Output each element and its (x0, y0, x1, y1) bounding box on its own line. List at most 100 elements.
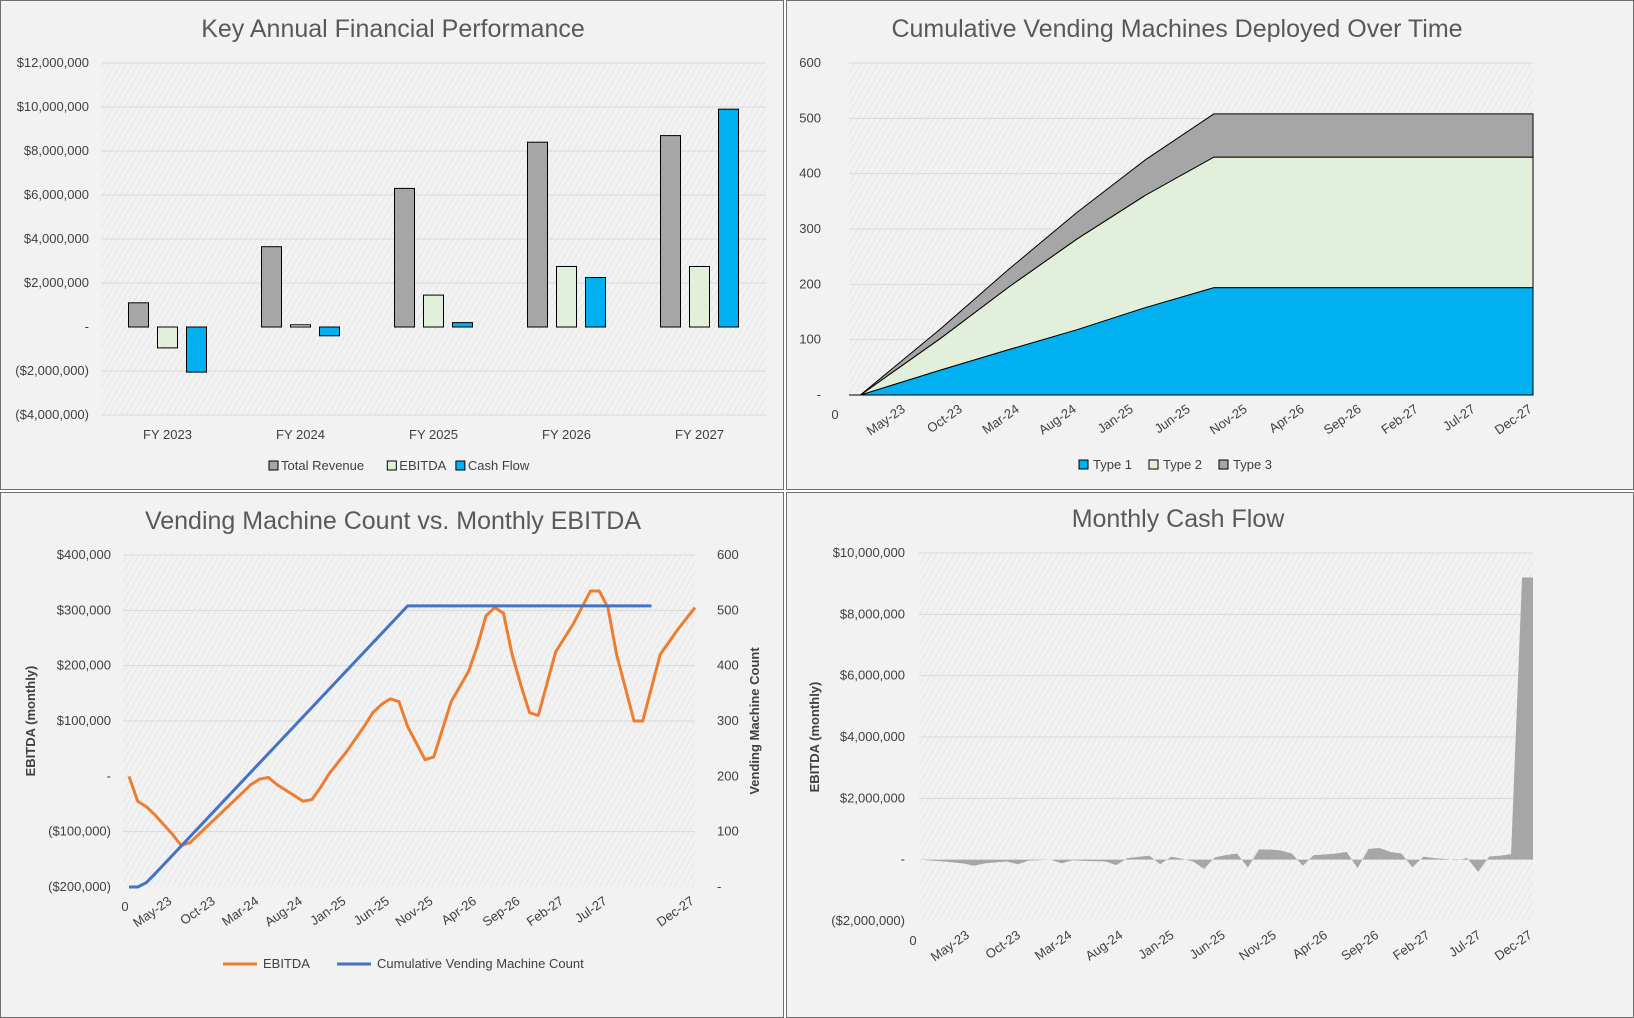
y-tick-label: $6,000,000 (24, 187, 89, 202)
legend-swatch (1148, 459, 1159, 470)
legend-label: Type 3 (1233, 457, 1272, 472)
legend-swatch (1218, 459, 1229, 470)
legend-swatch (455, 460, 466, 471)
x-tick-label: Mar-24 (979, 401, 1021, 437)
y-tick-label: $8,000,000 (24, 143, 89, 158)
y-tick-label: $10,000,000 (17, 99, 89, 114)
x-tick-label: Jun-25 (1152, 401, 1193, 436)
y-tick-label: $10,000,000 (833, 545, 905, 560)
y-axis-title-right: Vending Machine Count (747, 647, 762, 795)
y-tick-label: 300 (799, 221, 821, 236)
y-tick-label: - (817, 387, 821, 402)
y-tick-label-left: $100,000 (57, 713, 111, 728)
y-tick-label: $6,000,000 (840, 668, 905, 683)
x-tick-label: Jan-25 (1095, 401, 1136, 436)
x-tick-label: 0 (909, 933, 916, 948)
y-tick-label-right: 100 (717, 824, 739, 839)
y-tick-label-left: $200,000 (57, 658, 111, 673)
machines-deployed-chart: Cumulative Vending Machines Deployed Ove… (799, 15, 1535, 472)
x-tick-label: Aug-24 (1036, 401, 1079, 437)
y-tick-label: 600 (799, 55, 821, 70)
chart-title: Monthly Cash Flow (1072, 505, 1286, 533)
x-tick-label: Oct-23 (982, 927, 1023, 962)
bar-cash-flow (186, 326, 207, 373)
y-axis-title: EBITDA (monthly) (807, 682, 822, 793)
x-tick-label: 0 (831, 407, 838, 422)
y-tick-label: $4,000,000 (24, 231, 89, 246)
bar-ebitda (157, 326, 178, 349)
y-tick-label: 100 (799, 332, 821, 347)
legend-label: Type 1 (1093, 457, 1132, 472)
bar-total-revenue (261, 246, 282, 328)
x-tick-label: Jun-25 (351, 893, 392, 928)
x-tick-label: Feb-27 (524, 893, 566, 929)
x-tick-label: Dec-27 (654, 893, 697, 929)
bar-cash-flow (319, 326, 340, 337)
x-tick-label: Jun-25 (1187, 927, 1228, 962)
y-tick-label-left: $400,000 (57, 547, 111, 562)
x-tick-label: FY 2025 (409, 427, 458, 442)
legend-label: Total Revenue (281, 458, 364, 473)
x-tick-label: Jul-27 (572, 893, 610, 926)
y-tick-label: 500 (799, 110, 821, 125)
y-tick-label: 200 (799, 276, 821, 291)
x-tick-label: May-23 (130, 893, 174, 930)
x-tick-label: FY 2024 (276, 427, 325, 442)
legend-label: Cumulative Vending Machine Count (377, 956, 584, 971)
legend-label: Cash Flow (468, 458, 530, 473)
bar-ebitda (290, 324, 311, 328)
x-tick-label: Jul-27 (1446, 927, 1484, 960)
y-tick-label-left: - (107, 768, 111, 783)
y-axis-title-left: EBITDA (monthly) (23, 666, 38, 777)
x-tick-label: Aug-24 (262, 893, 305, 929)
bar-total-revenue (394, 187, 415, 328)
x-tick-label: May-23 (928, 927, 972, 964)
x-tick-label: FY 2023 (143, 427, 192, 442)
bar-total-revenue (128, 302, 149, 328)
x-tick-label: Dec-27 (1492, 401, 1535, 437)
y-tick-label: ($2,000,000) (831, 913, 905, 928)
y-tick-label-right: - (717, 879, 721, 894)
y-tick-label-right: 600 (717, 547, 739, 562)
x-tick-label: Sep-26 (1338, 927, 1381, 963)
chart-panel-monthly-cash-flow: Monthly Cash Flow $10,000,000 $8,000,000 $… (786, 492, 1634, 1018)
y-tick-label: - (901, 852, 905, 867)
annual-performance-chart: Key Annual Financial Performance $12,000… (15, 15, 766, 473)
y-tick-label-left: $300,000 (57, 602, 111, 617)
count-vs-ebitda-chart: Vending Machine Count vs. Monthly EBITDA… (23, 507, 762, 971)
x-tick-label: Mar-24 (219, 893, 261, 929)
x-tick-label: Dec-27 (1492, 927, 1535, 963)
bar-ebitda (556, 266, 577, 328)
y-tick-label-left: ($100,000) (48, 824, 111, 839)
y-tick-label: $4,000,000 (840, 729, 905, 744)
x-tick-label: Oct-23 (924, 401, 965, 436)
y-tick-label: - (85, 319, 89, 334)
x-tick-label: Apr-26 (438, 893, 479, 928)
legend-label: EBITDA (399, 458, 446, 473)
bar-total-revenue (660, 135, 681, 328)
legend-label: EBITDA (263, 956, 310, 971)
legend-label: Type 2 (1163, 457, 1202, 472)
legend-swatch (386, 460, 397, 471)
legend-swatch (1078, 459, 1089, 470)
x-tick-label: Nov-25 (1207, 401, 1250, 437)
area-type-3 (849, 113, 1534, 396)
y-tick-label: 400 (799, 166, 821, 181)
x-tick-label: Apr-26 (1266, 401, 1307, 436)
y-tick-label-left: ($200,000) (48, 879, 111, 894)
chart-title: Cumulative Vending Machines Deployed Ove… (891, 15, 1462, 43)
x-tick-label: Oct-23 (177, 893, 218, 928)
x-tick-label: Nov-25 (1236, 927, 1279, 963)
y-tick-label-right: 200 (717, 768, 739, 783)
x-tick-label: Nov-25 (393, 893, 436, 929)
x-tick-label: FY 2027 (675, 427, 724, 442)
line-cumulative-vending-machine-count (129, 604, 652, 889)
y-tick-label: $2,000,000 (840, 790, 905, 805)
x-tick-label: Mar-24 (1032, 927, 1074, 963)
x-tick-label: Apr-26 (1289, 927, 1330, 962)
x-tick-label: Jan-25 (1135, 927, 1176, 962)
bar-ebitda (689, 266, 710, 328)
bar-cash-flow (718, 108, 739, 328)
y-tick-label: $12,000,000 (17, 55, 89, 70)
x-tick-label: May-23 (864, 401, 908, 438)
